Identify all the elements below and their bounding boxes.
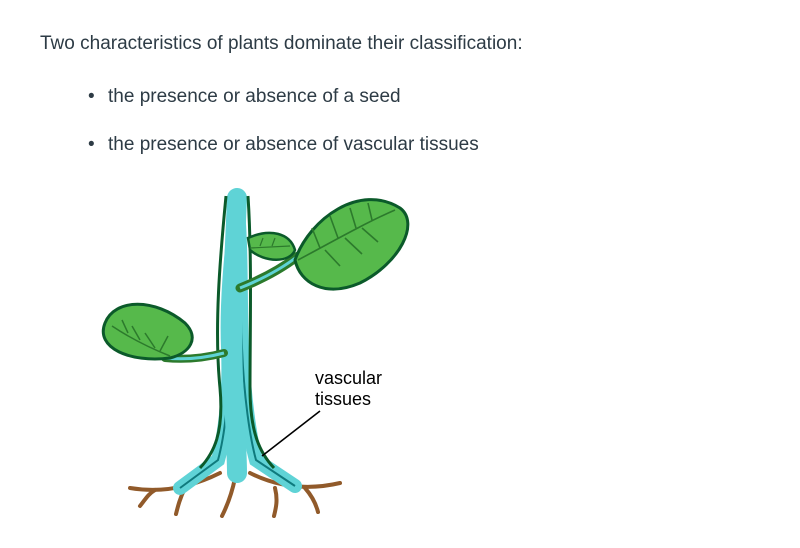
bullet-item-vascular: the presence or absence of vascular tiss…	[88, 131, 760, 160]
plant-figure: vascular tissues	[100, 188, 460, 518]
vascular-label-line2: tissues	[315, 389, 382, 411]
label-pointer	[262, 411, 320, 456]
bullet-list: the presence or absence of a seed the pr…	[88, 83, 760, 160]
bullet-item-seed: the presence or absence of a seed	[88, 83, 760, 112]
intro-paragraph: Two characteristics of plants dominate t…	[40, 30, 760, 59]
vascular-label: vascular tissues	[315, 368, 382, 411]
bud-leaf	[248, 232, 295, 259]
vascular-label-line1: vascular	[315, 368, 382, 390]
left-leaf	[103, 304, 224, 359]
plant-svg	[100, 188, 460, 518]
